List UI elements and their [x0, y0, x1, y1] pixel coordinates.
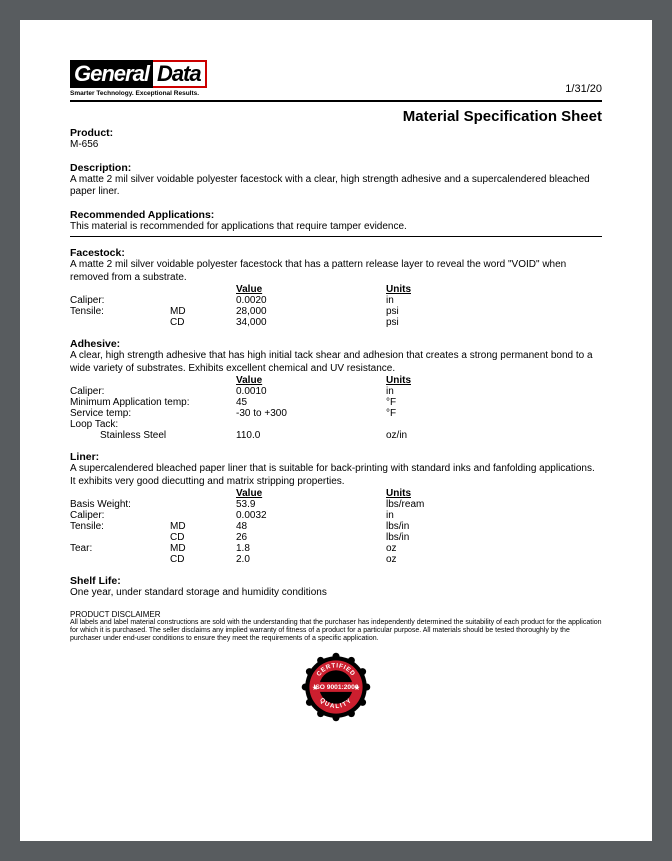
- facestock-block: Facestock: A matte 2 mil silver voidable…: [70, 247, 602, 328]
- recommended-label: Recommended Applications:: [70, 209, 602, 221]
- disclaimer-title: PRODUCT DISCLAIMER: [70, 610, 602, 619]
- liner-header-row: Value Units: [70, 488, 602, 499]
- description-block: Description: A matte 2 mil silver voidab…: [70, 162, 602, 199]
- product-value: M-656: [70, 139, 602, 152]
- table-row: Tensile: MD 48 lbs/in: [70, 521, 602, 532]
- table-row: Caliper: 0.0032 in: [70, 510, 602, 521]
- table-row: Loop Tack:: [70, 419, 602, 430]
- section-rule-1: [70, 236, 602, 237]
- table-row: CD 2.0 oz: [70, 554, 602, 565]
- svg-text:★: ★: [354, 683, 360, 691]
- table-row: Minimum Application temp: 45 °F: [70, 397, 602, 408]
- liner-text: A supercalendered bleached paper liner t…: [70, 463, 602, 488]
- adhesive-label: Adhesive:: [70, 338, 602, 350]
- logo-block: General Data Smarter Technology. Excepti…: [70, 60, 207, 97]
- shelf-life-text: One year, under standard storage and hum…: [70, 587, 602, 600]
- table-row: CD 34,000 psi: [70, 317, 602, 328]
- product-label: Product:: [70, 127, 602, 139]
- table-row: Service temp: -30 to +300 °F: [70, 408, 602, 419]
- facestock-header-row: Value Units: [70, 284, 602, 295]
- shelf-life-block: Shelf Life: One year, under standard sto…: [70, 575, 602, 600]
- document-page: General Data Smarter Technology. Excepti…: [20, 20, 652, 841]
- facestock-label: Facestock:: [70, 247, 602, 259]
- company-logo: General Data: [70, 60, 207, 88]
- col-value-head: Value: [236, 488, 386, 499]
- col-units-head: Units: [386, 284, 602, 295]
- table-row: Basis Weight: 53.9 lbs/ream: [70, 499, 602, 510]
- recommended-text: This material is recommended for applica…: [70, 221, 602, 234]
- product-block: Product: M-656: [70, 127, 602, 152]
- svg-text:★: ★: [312, 683, 318, 691]
- adhesive-header-row: Value Units: [70, 375, 602, 386]
- header-rule: [70, 100, 602, 102]
- table-row: Tensile: MD 28,000 psi: [70, 306, 602, 317]
- document-date: 1/31/20: [565, 83, 602, 95]
- col-units-head: Units: [386, 488, 602, 499]
- shelf-life-label: Shelf Life:: [70, 575, 602, 587]
- table-row: Caliper: 0.0010 in: [70, 386, 602, 397]
- table-row: Tear: MD 1.8 oz: [70, 543, 602, 554]
- col-value-head: Value: [236, 375, 386, 386]
- liner-label: Liner:: [70, 451, 602, 463]
- logo-part-1: General: [70, 60, 153, 88]
- col-value-head: Value: [236, 284, 386, 295]
- description-text: A matte 2 mil silver voidable polyester …: [70, 174, 602, 199]
- col-units-head: Units: [386, 375, 602, 386]
- description-label: Description:: [70, 162, 602, 174]
- svg-text:ISO 9001:2000: ISO 9001:2000: [313, 684, 358, 691]
- header: General Data Smarter Technology. Excepti…: [70, 60, 602, 97]
- liner-block: Liner: A supercalendered bleached paper …: [70, 451, 602, 565]
- logo-tagline: Smarter Technology. Exceptional Results.: [70, 90, 207, 97]
- table-row: CD 26 lbs/in: [70, 532, 602, 543]
- disclaimer-text: All labels and label material constructi…: [70, 619, 602, 644]
- table-row: Caliper: 0.0020 in: [70, 295, 602, 306]
- iso-seal-icon: CERTIFIED QUALITY ISO 9001:2000 ★ ★: [301, 652, 371, 722]
- adhesive-block: Adhesive: A clear, high strength adhesiv…: [70, 338, 602, 441]
- table-row: Stainless Steel 110.0 oz/in: [70, 430, 602, 441]
- logo-part-2: Data: [157, 61, 201, 87]
- facestock-text: A matte 2 mil silver voidable polyester …: [70, 259, 602, 284]
- certification-seal: CERTIFIED QUALITY ISO 9001:2000 ★ ★: [70, 652, 602, 722]
- logo-part-2-wrap: Data: [153, 60, 207, 88]
- adhesive-text: A clear, high strength adhesive that has…: [70, 350, 602, 375]
- recommended-block: Recommended Applications: This material …: [70, 209, 602, 234]
- document-title: Material Specification Sheet: [70, 108, 602, 125]
